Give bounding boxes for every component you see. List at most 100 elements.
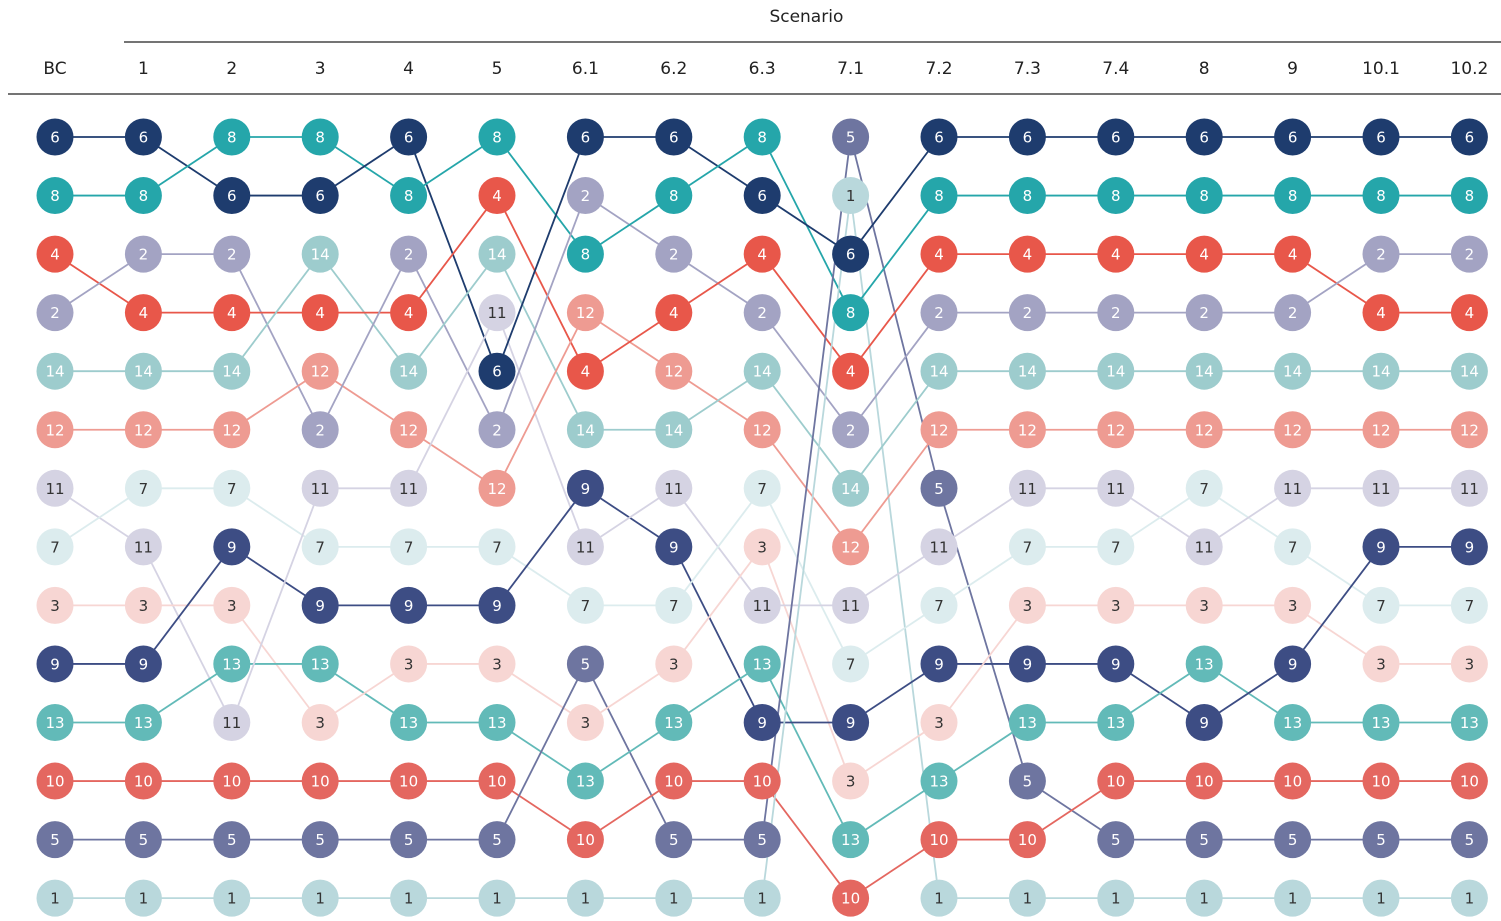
rank-node-label: 1	[1376, 890, 1386, 908]
rank-node-label: 7	[1376, 597, 1386, 615]
rank-node-circle	[832, 118, 870, 156]
rank-node-circle	[1008, 821, 1046, 859]
rank-node-label: 12	[841, 538, 860, 556]
rank-node-label: 14	[1371, 363, 1390, 381]
rank-node-circle	[566, 294, 604, 332]
rank-node-label: 10	[487, 773, 506, 791]
rank-node-label: 14	[1195, 363, 1214, 381]
rank-node-6: 6	[743, 177, 781, 215]
rank-node-11: 11	[1097, 469, 1135, 507]
rank-node-label: 13	[576, 773, 595, 791]
rank-node-circle	[743, 469, 781, 507]
rank-node-circle	[124, 469, 162, 507]
rank-node-circle	[1362, 352, 1400, 390]
rank-node-circle	[478, 528, 516, 566]
rank-node-circle	[743, 118, 781, 156]
rank-node-circle	[213, 177, 251, 215]
rank-node-label: 1	[227, 890, 237, 908]
rank-node-10: 10	[301, 762, 339, 800]
rank-node-6: 6	[1274, 118, 1312, 156]
rank-node-label: 8	[669, 187, 679, 205]
rank-node-label: 8	[139, 187, 149, 205]
rank-node-11: 11	[920, 528, 958, 566]
rank-node-circle	[1008, 352, 1046, 390]
rank-node-label: 10	[399, 773, 418, 791]
rank-node-3: 3	[301, 704, 339, 741]
rank-node-label: 13	[1283, 714, 1302, 732]
rank-node-label: 13	[1371, 714, 1390, 732]
rank-node-circle	[1274, 879, 1312, 917]
rank-link-9	[142, 546, 233, 665]
rank-node-circle	[1362, 118, 1400, 156]
rank-node-circle	[655, 352, 693, 390]
rank-node-circle	[566, 586, 604, 624]
rank-node-circle	[213, 235, 251, 273]
rank-node-11: 11	[566, 528, 604, 566]
rank-node-9: 9	[1362, 528, 1400, 566]
rank-node-label: 14	[1018, 363, 1037, 381]
rank-node-13: 13	[301, 645, 339, 683]
rank-node-label: 8	[846, 304, 856, 322]
rank-node-1: 1	[1008, 879, 1046, 917]
rank-node-circle	[1097, 586, 1135, 624]
rank-node-circle	[1362, 469, 1400, 507]
rank-node-13: 13	[124, 704, 162, 741]
rank-node-4: 4	[1450, 294, 1488, 332]
rank-node-circle	[1097, 645, 1135, 683]
rank-node-1: 1	[124, 879, 162, 917]
rank-node-circle	[1362, 879, 1400, 917]
rank-node-10: 10	[36, 762, 74, 800]
rank-node-label: 6	[139, 129, 149, 147]
rank-node-8: 8	[301, 118, 339, 156]
rank-node-14: 14	[743, 352, 781, 390]
rank-node-circle	[213, 469, 251, 507]
column-tick-label: 7.1	[837, 59, 864, 79]
rank-node-label: 6	[669, 129, 679, 147]
rank-node-circle	[1097, 294, 1135, 332]
rank-node-3: 3	[213, 586, 251, 624]
rank-node-12: 12	[1362, 411, 1400, 449]
rank-node-label: 8	[492, 129, 502, 147]
column-tick-label: 7.2	[925, 59, 952, 79]
rank-node-9: 9	[213, 528, 251, 566]
rank-link-12	[496, 312, 587, 489]
rank-node-label: 9	[50, 655, 60, 673]
rank-link-2	[230, 253, 322, 431]
rank-node-7: 7	[1185, 469, 1223, 507]
rank-node-circle	[1185, 528, 1223, 566]
rank-node-6: 6	[213, 177, 251, 215]
rank-link-7	[673, 487, 763, 606]
rank-node-label: 6	[315, 187, 325, 205]
rank-node-label: 7	[50, 538, 60, 556]
rank-node-circle	[1274, 352, 1312, 390]
rank-node-8: 8	[743, 118, 781, 156]
rank-node-8: 8	[36, 177, 74, 215]
rank-node-4: 4	[566, 352, 604, 390]
rank-node-13: 13	[1450, 704, 1488, 741]
rank-node-label: 10	[576, 831, 595, 849]
rank-node-circle	[1008, 645, 1046, 683]
rank-node-label: 9	[492, 597, 502, 615]
rank-link-2	[496, 195, 587, 431]
rank-node-label: 3	[315, 714, 325, 732]
rank-node-label: 12	[311, 363, 330, 381]
rank-node-9: 9	[301, 586, 339, 624]
rank-node-10: 10	[1097, 762, 1135, 800]
rank-node-10: 10	[478, 762, 516, 800]
rank-link-11	[407, 312, 498, 489]
rank-node-label: 1	[50, 890, 60, 908]
rank-node-circle	[390, 177, 428, 215]
rank-node-circle	[1362, 821, 1400, 859]
rank-node-label: 8	[1023, 187, 1033, 205]
rank-node-label: 6	[934, 129, 944, 147]
rank-node-circle	[832, 762, 870, 800]
rank-node-2: 2	[743, 294, 781, 332]
rank-node-circle	[1097, 704, 1135, 741]
rank-node-11: 11	[1185, 528, 1223, 566]
rank-node-3: 3	[920, 704, 958, 741]
rank-node-circle	[832, 528, 870, 566]
rank-node-9: 9	[1274, 645, 1312, 683]
rank-node-9: 9	[832, 704, 870, 741]
rank-link-14	[849, 370, 940, 489]
rank-node-11: 11	[1362, 469, 1400, 507]
